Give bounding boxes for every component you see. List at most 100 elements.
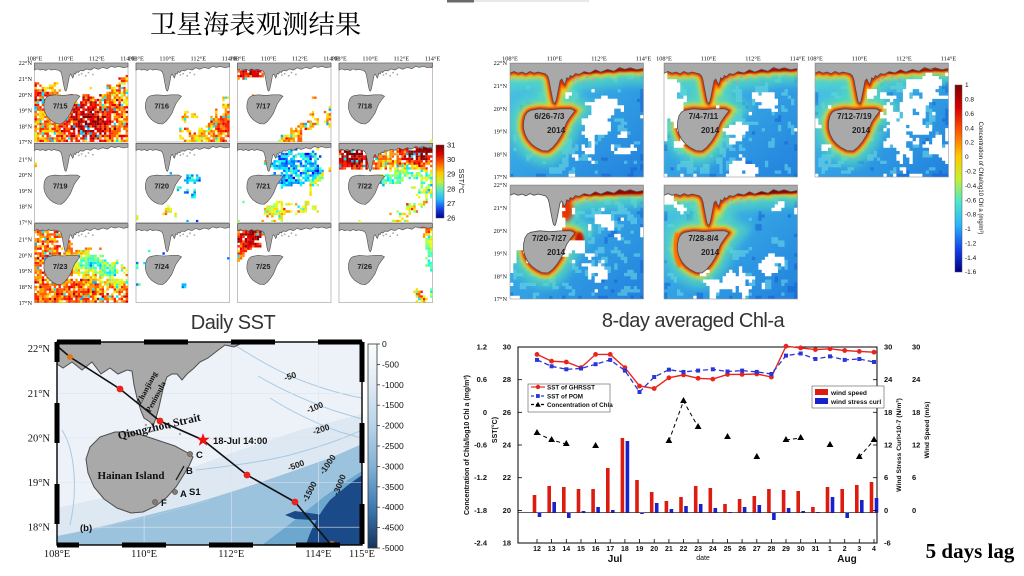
svg-text:18: 18	[912, 408, 920, 417]
svg-text:28: 28	[503, 375, 511, 384]
svg-text:108°E: 108°E	[502, 56, 518, 63]
svg-text:-5000: -5000	[382, 543, 404, 553]
svg-text:6: 6	[912, 473, 916, 482]
svg-text:20: 20	[650, 546, 658, 553]
svg-text:0.4: 0.4	[965, 125, 974, 132]
svg-text:SST/°C: SST/°C	[457, 168, 466, 194]
svg-text:21°N: 21°N	[19, 76, 33, 83]
svg-text:28: 28	[447, 184, 455, 193]
svg-text:7/15: 7/15	[53, 101, 68, 110]
svg-text:-1: -1	[965, 226, 971, 233]
svg-text:18°N: 18°N	[19, 204, 33, 211]
svg-text:20°N: 20°N	[19, 252, 33, 259]
svg-text:7/28-8/4: 7/28-8/4	[688, 234, 718, 243]
svg-text:114°E: 114°E	[222, 56, 238, 63]
svg-text:wind speed: wind speed	[830, 390, 867, 397]
svg-text:19°N: 19°N	[19, 108, 33, 115]
svg-text:0: 0	[965, 154, 969, 161]
svg-text:C: C	[196, 450, 203, 461]
svg-text:6/26-7/3: 6/26-7/3	[534, 112, 564, 121]
svg-text:A: A	[180, 489, 187, 500]
svg-text:0: 0	[912, 506, 916, 515]
svg-text:2014: 2014	[852, 126, 871, 135]
svg-text:Hainan Island: Hainan Island	[98, 470, 165, 482]
svg-text:24: 24	[709, 546, 717, 553]
svg-text:22°N: 22°N	[28, 344, 51, 355]
svg-text:7/22: 7/22	[357, 182, 372, 191]
svg-text:12: 12	[533, 546, 541, 553]
svg-text:31: 31	[812, 546, 820, 553]
svg-text:17°N: 17°N	[19, 300, 33, 307]
svg-text:19°N: 19°N	[28, 478, 51, 489]
svg-text:12: 12	[912, 441, 920, 450]
svg-text:19°N: 19°N	[494, 251, 508, 258]
svg-text:31: 31	[447, 141, 455, 150]
svg-text:29: 29	[782, 546, 790, 553]
svg-text:18-Jul 14:00: 18-Jul 14:00	[213, 436, 267, 447]
svg-text:19°N: 19°N	[19, 188, 33, 195]
svg-text:15: 15	[577, 546, 585, 553]
svg-text:Daily SST: Daily SST	[191, 312, 276, 334]
svg-text:29: 29	[447, 170, 455, 179]
svg-text:4: 4	[872, 546, 876, 553]
svg-text:Concentration of Chla/log10 Ch: Concentration of Chla/log10 Chl a (mg/m³…	[977, 122, 983, 235]
svg-text:7/26: 7/26	[357, 262, 372, 271]
svg-text:21: 21	[665, 546, 673, 553]
svg-text:21°N: 21°N	[494, 83, 508, 90]
svg-text:112°E: 112°E	[394, 56, 410, 63]
svg-text:21°N: 21°N	[494, 205, 508, 212]
svg-text:108°E: 108°E	[656, 56, 672, 63]
svg-text:-2000: -2000	[382, 421, 404, 431]
svg-text:-2500: -2500	[382, 441, 404, 451]
svg-text:112°E: 112°E	[591, 56, 607, 63]
svg-text:-1000: -1000	[382, 380, 404, 390]
svg-text:108°E: 108°E	[44, 549, 70, 560]
svg-text:Concentration of Chla/log10 Ch: Concentration of Chla/log10 Chl a (mg/m³…	[464, 375, 471, 515]
svg-text:112°E: 112°E	[745, 56, 761, 63]
svg-text:8-day averaged Chl-a: 8-day averaged Chl-a	[602, 310, 786, 332]
svg-text:-0.6: -0.6	[474, 441, 487, 450]
svg-text:22°N: 22°N	[494, 60, 508, 67]
svg-text:110°E: 110°E	[159, 56, 175, 63]
svg-text:108°E: 108°E	[230, 56, 246, 63]
svg-text:S1: S1	[189, 487, 201, 498]
svg-text:0.6: 0.6	[965, 111, 974, 118]
svg-text:7/25: 7/25	[256, 262, 271, 271]
svg-text:-0.6: -0.6	[965, 197, 977, 204]
svg-text:18: 18	[621, 546, 629, 553]
svg-text:21°N: 21°N	[19, 156, 33, 163]
svg-text:18°N: 18°N	[19, 123, 33, 130]
svg-text:1: 1	[965, 82, 969, 89]
svg-text:-50: -50	[283, 369, 298, 382]
svg-text:17°N: 17°N	[19, 220, 33, 227]
svg-text:110°E: 110°E	[58, 56, 74, 63]
svg-text:110°E: 110°E	[547, 56, 563, 63]
svg-text:-0.8: -0.8	[965, 212, 977, 219]
svg-text:2014: 2014	[701, 126, 720, 135]
svg-text:0: 0	[382, 339, 387, 349]
svg-text:20°N: 20°N	[19, 172, 33, 179]
svg-text:108°E: 108°E	[27, 56, 43, 63]
svg-text:1.2: 1.2	[477, 343, 487, 352]
svg-text:22°N: 22°N	[494, 182, 508, 189]
svg-text:30: 30	[912, 343, 920, 352]
svg-text:19: 19	[636, 546, 644, 553]
svg-text:2014: 2014	[547, 126, 566, 135]
svg-text:20°N: 20°N	[494, 106, 508, 113]
svg-text:-0.2: -0.2	[965, 169, 977, 176]
svg-text:30: 30	[797, 546, 805, 553]
svg-text:26: 26	[447, 214, 455, 223]
svg-text:110°E: 110°E	[362, 56, 378, 63]
svg-text:22: 22	[503, 473, 511, 482]
svg-text:Jul: Jul	[608, 554, 623, 565]
svg-text:112°E: 112°E	[89, 56, 105, 63]
svg-text:108°E: 108°E	[807, 56, 823, 63]
svg-text:28: 28	[768, 546, 776, 553]
svg-text:12: 12	[884, 441, 892, 450]
svg-text:0.2: 0.2	[965, 140, 974, 147]
svg-text:18°N: 18°N	[28, 523, 51, 534]
svg-text:110°E: 110°E	[261, 56, 277, 63]
svg-text:110°E: 110°E	[701, 56, 717, 63]
svg-text:26: 26	[738, 546, 746, 553]
svg-text:2: 2	[843, 546, 847, 553]
